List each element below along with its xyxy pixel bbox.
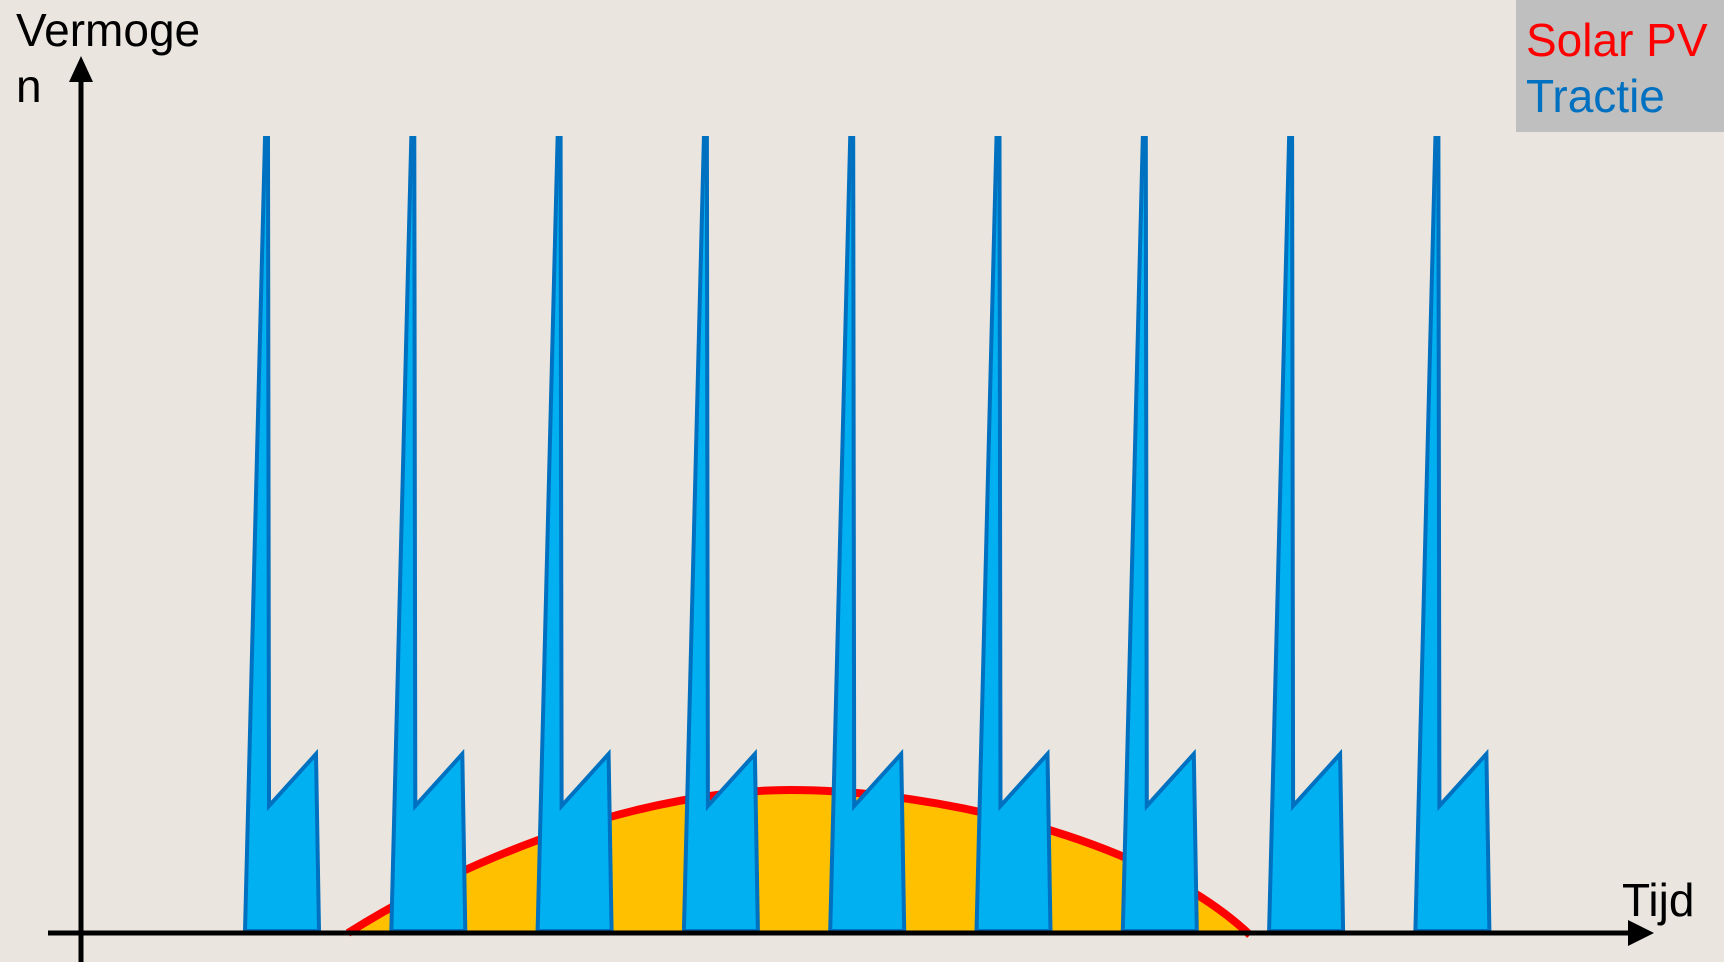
traction-pulse-5 [828,136,907,933]
traction-pulse-1 [242,136,322,933]
traction-pulse-3 [535,136,614,933]
traction-pulse-6 [974,136,1053,933]
legend: Solar PV Tractie [1516,0,1724,132]
y-axis-arrow-icon [69,56,93,82]
traction-pulse-8 [1267,136,1346,933]
y-axis-label: Vermogen [16,4,201,112]
traction-pulses [242,136,1492,933]
x-axis-arrow-icon [1628,920,1654,946]
traction-pulse-7 [1120,136,1199,933]
traction-pulse-9 [1413,136,1492,933]
legend-item-solar-pv: Solar PV [1526,14,1708,66]
legend-item-tractie: Tractie [1526,70,1665,122]
traction-pulse-2 [389,136,468,933]
x-axis-label: Tijd [1622,874,1695,926]
traction-pulse-4 [681,136,760,933]
